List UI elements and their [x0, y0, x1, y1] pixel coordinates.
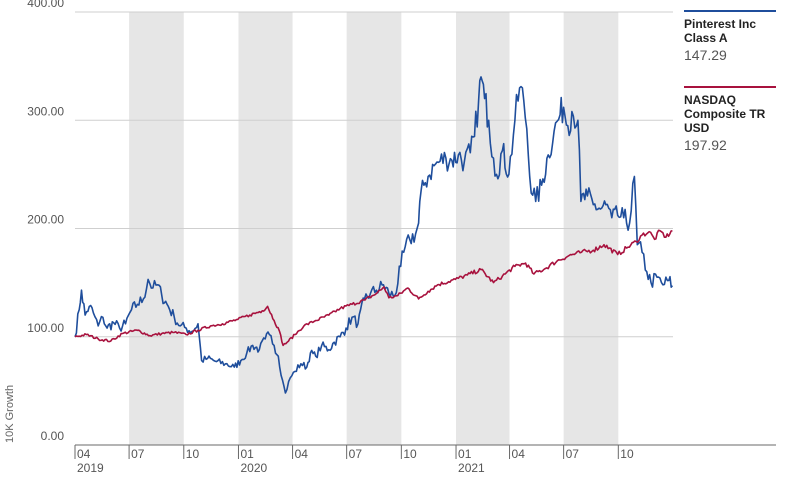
x-tick-label: 01 — [240, 447, 254, 461]
legend-swatch — [684, 10, 776, 12]
legend-name: Pinterest Inc Class A — [684, 17, 757, 45]
x-tick-year: 2019 — [77, 461, 104, 475]
legend-swatch — [684, 86, 776, 88]
x-tick-label: 10 — [620, 447, 634, 461]
y-tick-label: 0.00 — [41, 429, 65, 443]
y-axis-label: 10K Growth — [4, 385, 16, 443]
x-tick-label: 07 — [566, 447, 580, 461]
legend-item-nasdaq: NASDAQ Composite TR USD 197.92 — [684, 86, 776, 154]
y-axis-ticks: 0.00 100.00 200.00 300.00 400.00 — [27, 0, 64, 443]
y-tick-label: 100.00 — [27, 321, 64, 335]
legend-value: 147.29 — [684, 47, 727, 63]
x-tick-year: 2020 — [240, 461, 267, 475]
legend-value: 197.92 — [684, 137, 727, 153]
x-tick-label: 10 — [403, 447, 417, 461]
y-tick-label: 300.00 — [27, 104, 64, 118]
x-tick-label: 10 — [186, 447, 200, 461]
x-tick-year: 2021 — [458, 461, 485, 475]
x-tick-label: 01 — [458, 447, 472, 461]
series-lines — [74, 76, 674, 394]
series-line-pinterest — [74, 76, 674, 394]
y-tick-label: 400.00 — [27, 0, 64, 10]
x-tick-label: 04 — [512, 447, 526, 461]
x-tick-label: 04 — [295, 447, 309, 461]
legend-item-pinterest: Pinterest Inc Class A 147.29 — [684, 10, 776, 64]
series-line-nasdaq — [74, 229, 673, 347]
y-tick-label: 200.00 — [27, 213, 64, 227]
legend-name: NASDAQ Composite TR USD — [684, 93, 766, 135]
x-tick-label: 07 — [349, 447, 363, 461]
x-tick-label: 04 — [77, 447, 91, 461]
x-tick-label: 07 — [131, 447, 145, 461]
